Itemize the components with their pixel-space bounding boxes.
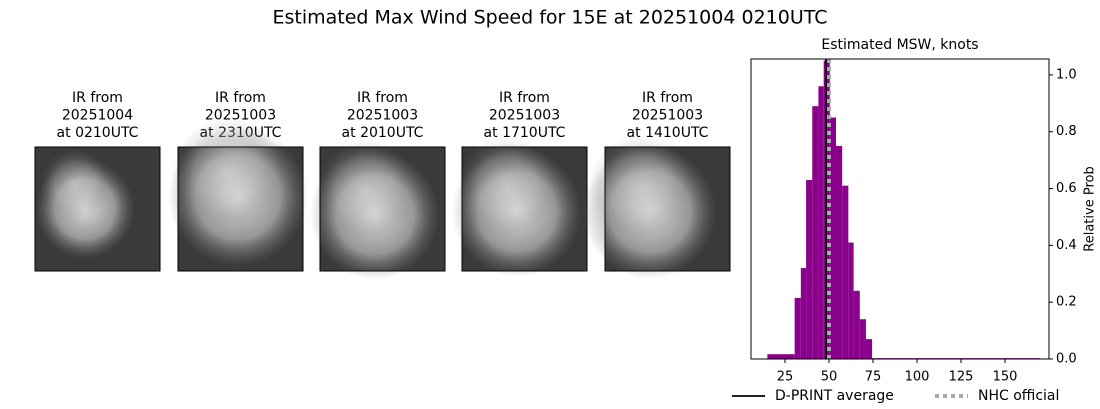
figure-title: Estimated Max Wind Speed for 15E at 2025…: [272, 7, 827, 29]
cloud: [315, 140, 415, 240]
x-tick-label: 125: [949, 370, 974, 385]
panel-label: 20251004: [62, 108, 133, 124]
panel-label: IR from: [499, 90, 550, 106]
y-tick-label: 1.0: [1056, 67, 1077, 82]
panel-label: IR from: [215, 90, 266, 106]
x-tick-label: 75: [865, 370, 882, 385]
bar: [800, 268, 807, 359]
bar: [767, 354, 795, 359]
ir-frame: [319, 146, 446, 272]
bar: [794, 297, 801, 359]
x-tick-label: 50: [821, 370, 838, 385]
y-tick-label: 0.6: [1056, 181, 1077, 196]
panel-label: IR from: [642, 90, 693, 106]
ir-frame: [604, 146, 731, 272]
cloud: [40, 149, 110, 219]
x-tick-label: 25: [777, 370, 794, 385]
cloud: [173, 117, 283, 227]
legend-label: NHC official: [978, 388, 1059, 404]
panel-label: IR from: [357, 90, 408, 106]
panel-label: at 0210UTC: [57, 125, 139, 141]
bar: [865, 339, 873, 359]
y-axis-label: Relative Prob: [1083, 166, 1098, 251]
bar: [812, 106, 819, 359]
bar: [818, 86, 824, 359]
y-tick-label: 0.2: [1056, 295, 1077, 310]
panel-label: at 2010UTC: [342, 125, 424, 141]
panel-label: 20251003: [347, 108, 418, 124]
x-tick-label: 100: [905, 370, 930, 385]
bar: [829, 117, 837, 359]
ir-frame: [177, 146, 304, 272]
bar: [853, 290, 860, 359]
chart-title: Estimated MSW, knots: [821, 37, 978, 53]
y-tick-label: 0.8: [1056, 124, 1077, 139]
bar: [836, 145, 843, 359]
y-tick-label: 0.0: [1056, 352, 1077, 367]
legend-label: D-PRINT average: [775, 388, 894, 404]
x-tick-label: 150: [993, 370, 1018, 385]
y-tick-label: 0.4: [1056, 238, 1077, 253]
ir-frame: [34, 146, 161, 272]
bar: [859, 319, 866, 359]
panel-label: IR from: [72, 90, 123, 106]
panel-label: 20251003: [489, 108, 560, 124]
cloud: [457, 137, 557, 237]
panel-label: 20251003: [632, 108, 703, 124]
panel-label: at 1710UTC: [484, 125, 566, 141]
bar: [848, 242, 854, 359]
cloud: [588, 135, 692, 239]
plot-frame: [750, 58, 1050, 360]
bar: [842, 185, 849, 359]
bar: [806, 180, 813, 359]
